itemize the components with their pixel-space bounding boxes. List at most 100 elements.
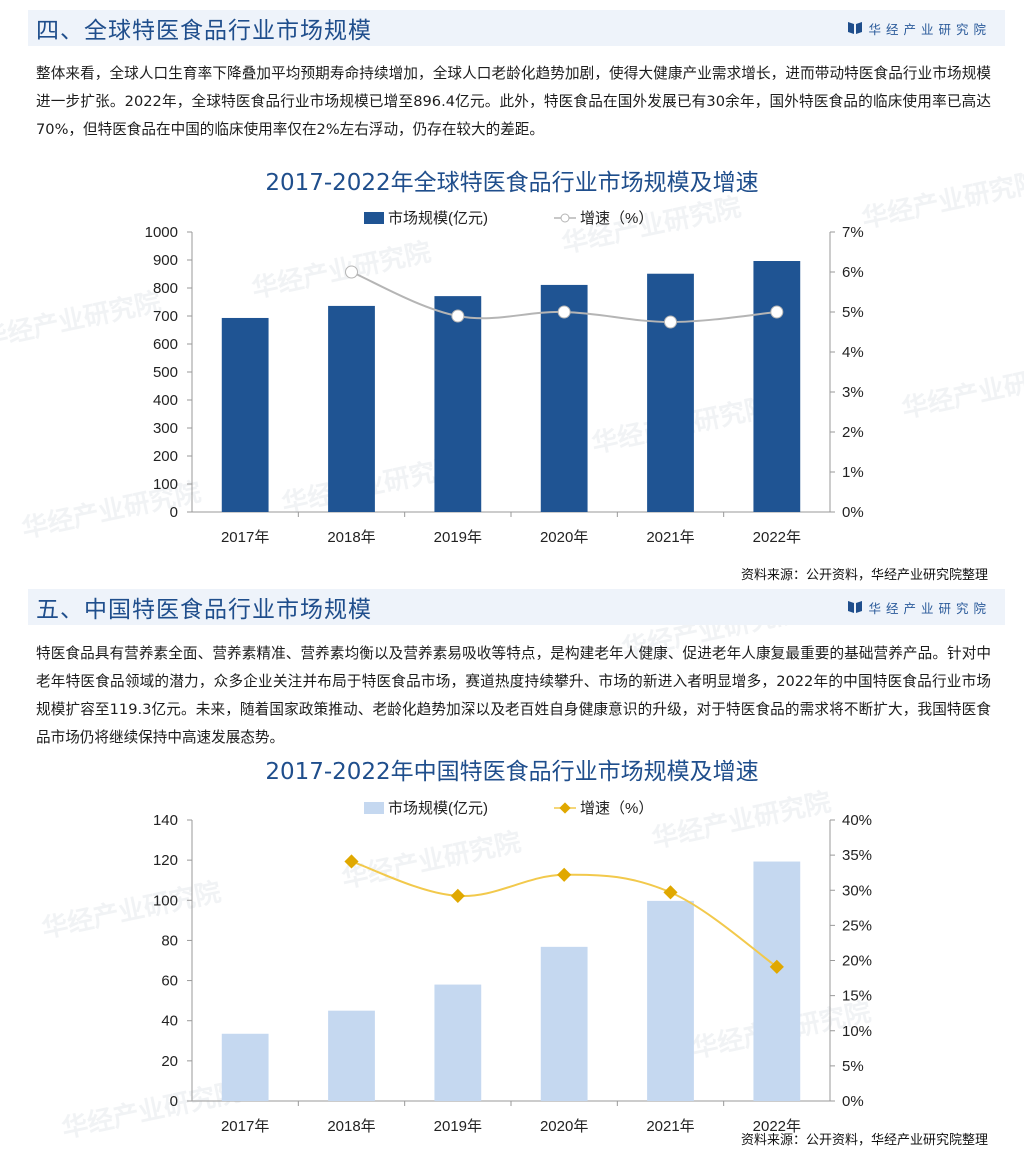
x-axis: 2017年 2018年 2019年 2020年 2021年 2022年 xyxy=(221,512,801,546)
china-market-chart: 市场规模(亿元) 增速（%） 0 20 40 60 80 100 120 140 0% 5% 10… xyxy=(153,800,872,1135)
legend-label-line: 增速（%） xyxy=(580,800,653,817)
section-paragraph: 整体来看，全球人口生育率下降叠加平均预期寿命持续增加，全球人口老龄化趋势加剧，使… xyxy=(36,65,991,138)
y-tick-label: 700 xyxy=(153,308,178,325)
line-point xyxy=(664,315,677,329)
y-tick-label: 600 xyxy=(153,336,178,353)
bar-series xyxy=(221,261,801,512)
y-tick-label: 60 xyxy=(161,973,178,990)
brand-logo: 华经产业研究院 xyxy=(848,598,1005,617)
bar xyxy=(647,900,694,1101)
y-tick-label: 5% xyxy=(842,304,864,321)
bar xyxy=(753,261,801,512)
line-series xyxy=(345,265,784,329)
bar xyxy=(434,296,482,512)
section-title: 四、全球特医食品行业市场规模 xyxy=(36,18,372,44)
x-tick-label: 2021年 xyxy=(646,1118,694,1135)
y-tick-label: 120 xyxy=(153,852,178,869)
x-tick-label: 2020年 xyxy=(540,1118,588,1135)
bar-series xyxy=(221,861,801,1101)
legend-line-marker xyxy=(559,802,571,814)
y-tick-label: 80 xyxy=(161,932,178,949)
x-tick-label: 2019年 xyxy=(434,529,482,546)
x-tick-label: 2020年 xyxy=(540,529,588,546)
y-tick-label: 300 xyxy=(153,420,178,437)
line-point xyxy=(450,888,465,903)
source-note: 资料来源：公开资料，华经产业研究院整理 xyxy=(740,1133,988,1148)
y-tick-label: 900 xyxy=(153,252,178,269)
brand-name: 华经产业研究院 xyxy=(868,21,991,37)
bar xyxy=(221,317,269,512)
bar xyxy=(753,861,801,1101)
x-tick-label: 2018年 xyxy=(327,529,375,546)
y-tick-label: 4% xyxy=(842,344,864,361)
y-tick-label: 5% xyxy=(842,1058,864,1075)
y-tick-label: 20% xyxy=(842,953,872,970)
x-tick-label: 2017年 xyxy=(221,1118,269,1135)
y-axis-left: 0 100 200 300 400 500 600 700 800 900 1000 xyxy=(145,224,192,521)
y-axis-right: 0% 1% 2% 3% 4% 5% 6% 7% xyxy=(830,224,864,521)
x-tick-label: 2019年 xyxy=(434,1118,482,1135)
bar xyxy=(328,1010,375,1101)
brand-name: 华经产业研究院 xyxy=(868,600,991,616)
legend-bar-swatch xyxy=(364,802,384,814)
y-tick-label: 15% xyxy=(842,988,872,1005)
y-tick-label: 40 xyxy=(161,1013,178,1030)
y-tick-label: 20 xyxy=(161,1053,178,1070)
section-header-global: 四、全球特医食品行业市场规模 华经产业研究院 xyxy=(28,10,1005,46)
line-series xyxy=(344,854,784,974)
global-market-chart: 市场规模(亿元) 增速（%） 0 100 200 300 400 500 600 700 800… xyxy=(145,210,864,546)
legend-bar-swatch xyxy=(364,212,384,224)
source-note: 资料来源：公开资料，华经产业研究院整理 xyxy=(740,568,988,583)
x-tick-label: 2022年 xyxy=(753,1118,801,1135)
y-tick-label: 100 xyxy=(153,476,178,493)
legend-label-bar: 市场规模(亿元) xyxy=(388,800,488,817)
y-tick-label: 10% xyxy=(842,1023,872,1040)
bar xyxy=(540,946,588,1101)
y-tick-label: 200 xyxy=(153,448,178,465)
bar xyxy=(328,305,375,512)
y-tick-label: 3% xyxy=(842,384,864,401)
bar xyxy=(540,284,588,512)
legend-label-line: 增速（%） xyxy=(580,210,653,227)
y-tick-label: 0% xyxy=(842,1093,864,1110)
y-tick-label: 25% xyxy=(842,917,872,934)
x-axis: 2017年 2018年 2019年 2020年 2021年 2022年 xyxy=(221,1101,801,1135)
chart-title: 2017-2022年全球特医食品行业市场规模及增速 xyxy=(265,170,759,196)
y-tick-label: 2% xyxy=(842,424,864,441)
y-tick-label: 1000 xyxy=(145,224,178,241)
line-point xyxy=(451,309,465,323)
line-point xyxy=(663,885,678,900)
y-tick-label: 35% xyxy=(842,847,872,864)
brand-logo: 华经产业研究院 xyxy=(848,19,1005,38)
legend-label-bar: 市场规模(亿元) xyxy=(388,210,488,227)
section-title: 五、中国特医食品行业市场规模 xyxy=(36,597,372,623)
y-tick-label: 6% xyxy=(842,264,864,281)
y-tick-label: 100 xyxy=(153,892,178,909)
y-tick-label: 400 xyxy=(153,392,178,409)
bar xyxy=(434,984,482,1101)
x-tick-label: 2017年 xyxy=(221,529,269,546)
bar xyxy=(221,1033,269,1101)
y-tick-label: 140 xyxy=(153,812,178,829)
x-tick-label: 2018年 xyxy=(327,1118,375,1135)
bar xyxy=(647,273,694,512)
y-axis-right: 0% 5% 10% 15% 20% 25% 30% 35% 40% xyxy=(830,812,872,1110)
y-tick-label: 0 xyxy=(170,1093,178,1110)
line-point xyxy=(769,959,784,974)
y-tick-label: 30% xyxy=(842,882,872,899)
chart-legend: 市场规模(亿元) 增速（%） xyxy=(364,210,653,227)
brand-book-icon xyxy=(848,22,863,34)
brand-book-icon xyxy=(848,601,863,613)
section-paragraph: 特医食品具有营养素全面、营养素精准、营养素均衡以及营养素易吸收等特点，是构建老年… xyxy=(36,645,991,746)
legend-line-marker xyxy=(560,213,570,223)
line-point xyxy=(345,265,358,279)
x-tick-label: 2021年 xyxy=(646,529,694,546)
y-axis-left: 0 20 40 60 80 100 120 140 xyxy=(153,812,192,1110)
chart-legend: 市场规模(亿元) 增速（%） xyxy=(364,800,653,817)
line-point xyxy=(557,867,572,882)
y-tick-label: 800 xyxy=(153,280,178,297)
x-tick-label: 2022年 xyxy=(753,529,801,546)
y-tick-label: 0 xyxy=(170,504,178,521)
y-tick-label: 7% xyxy=(842,224,864,241)
y-tick-label: 1% xyxy=(842,464,864,481)
